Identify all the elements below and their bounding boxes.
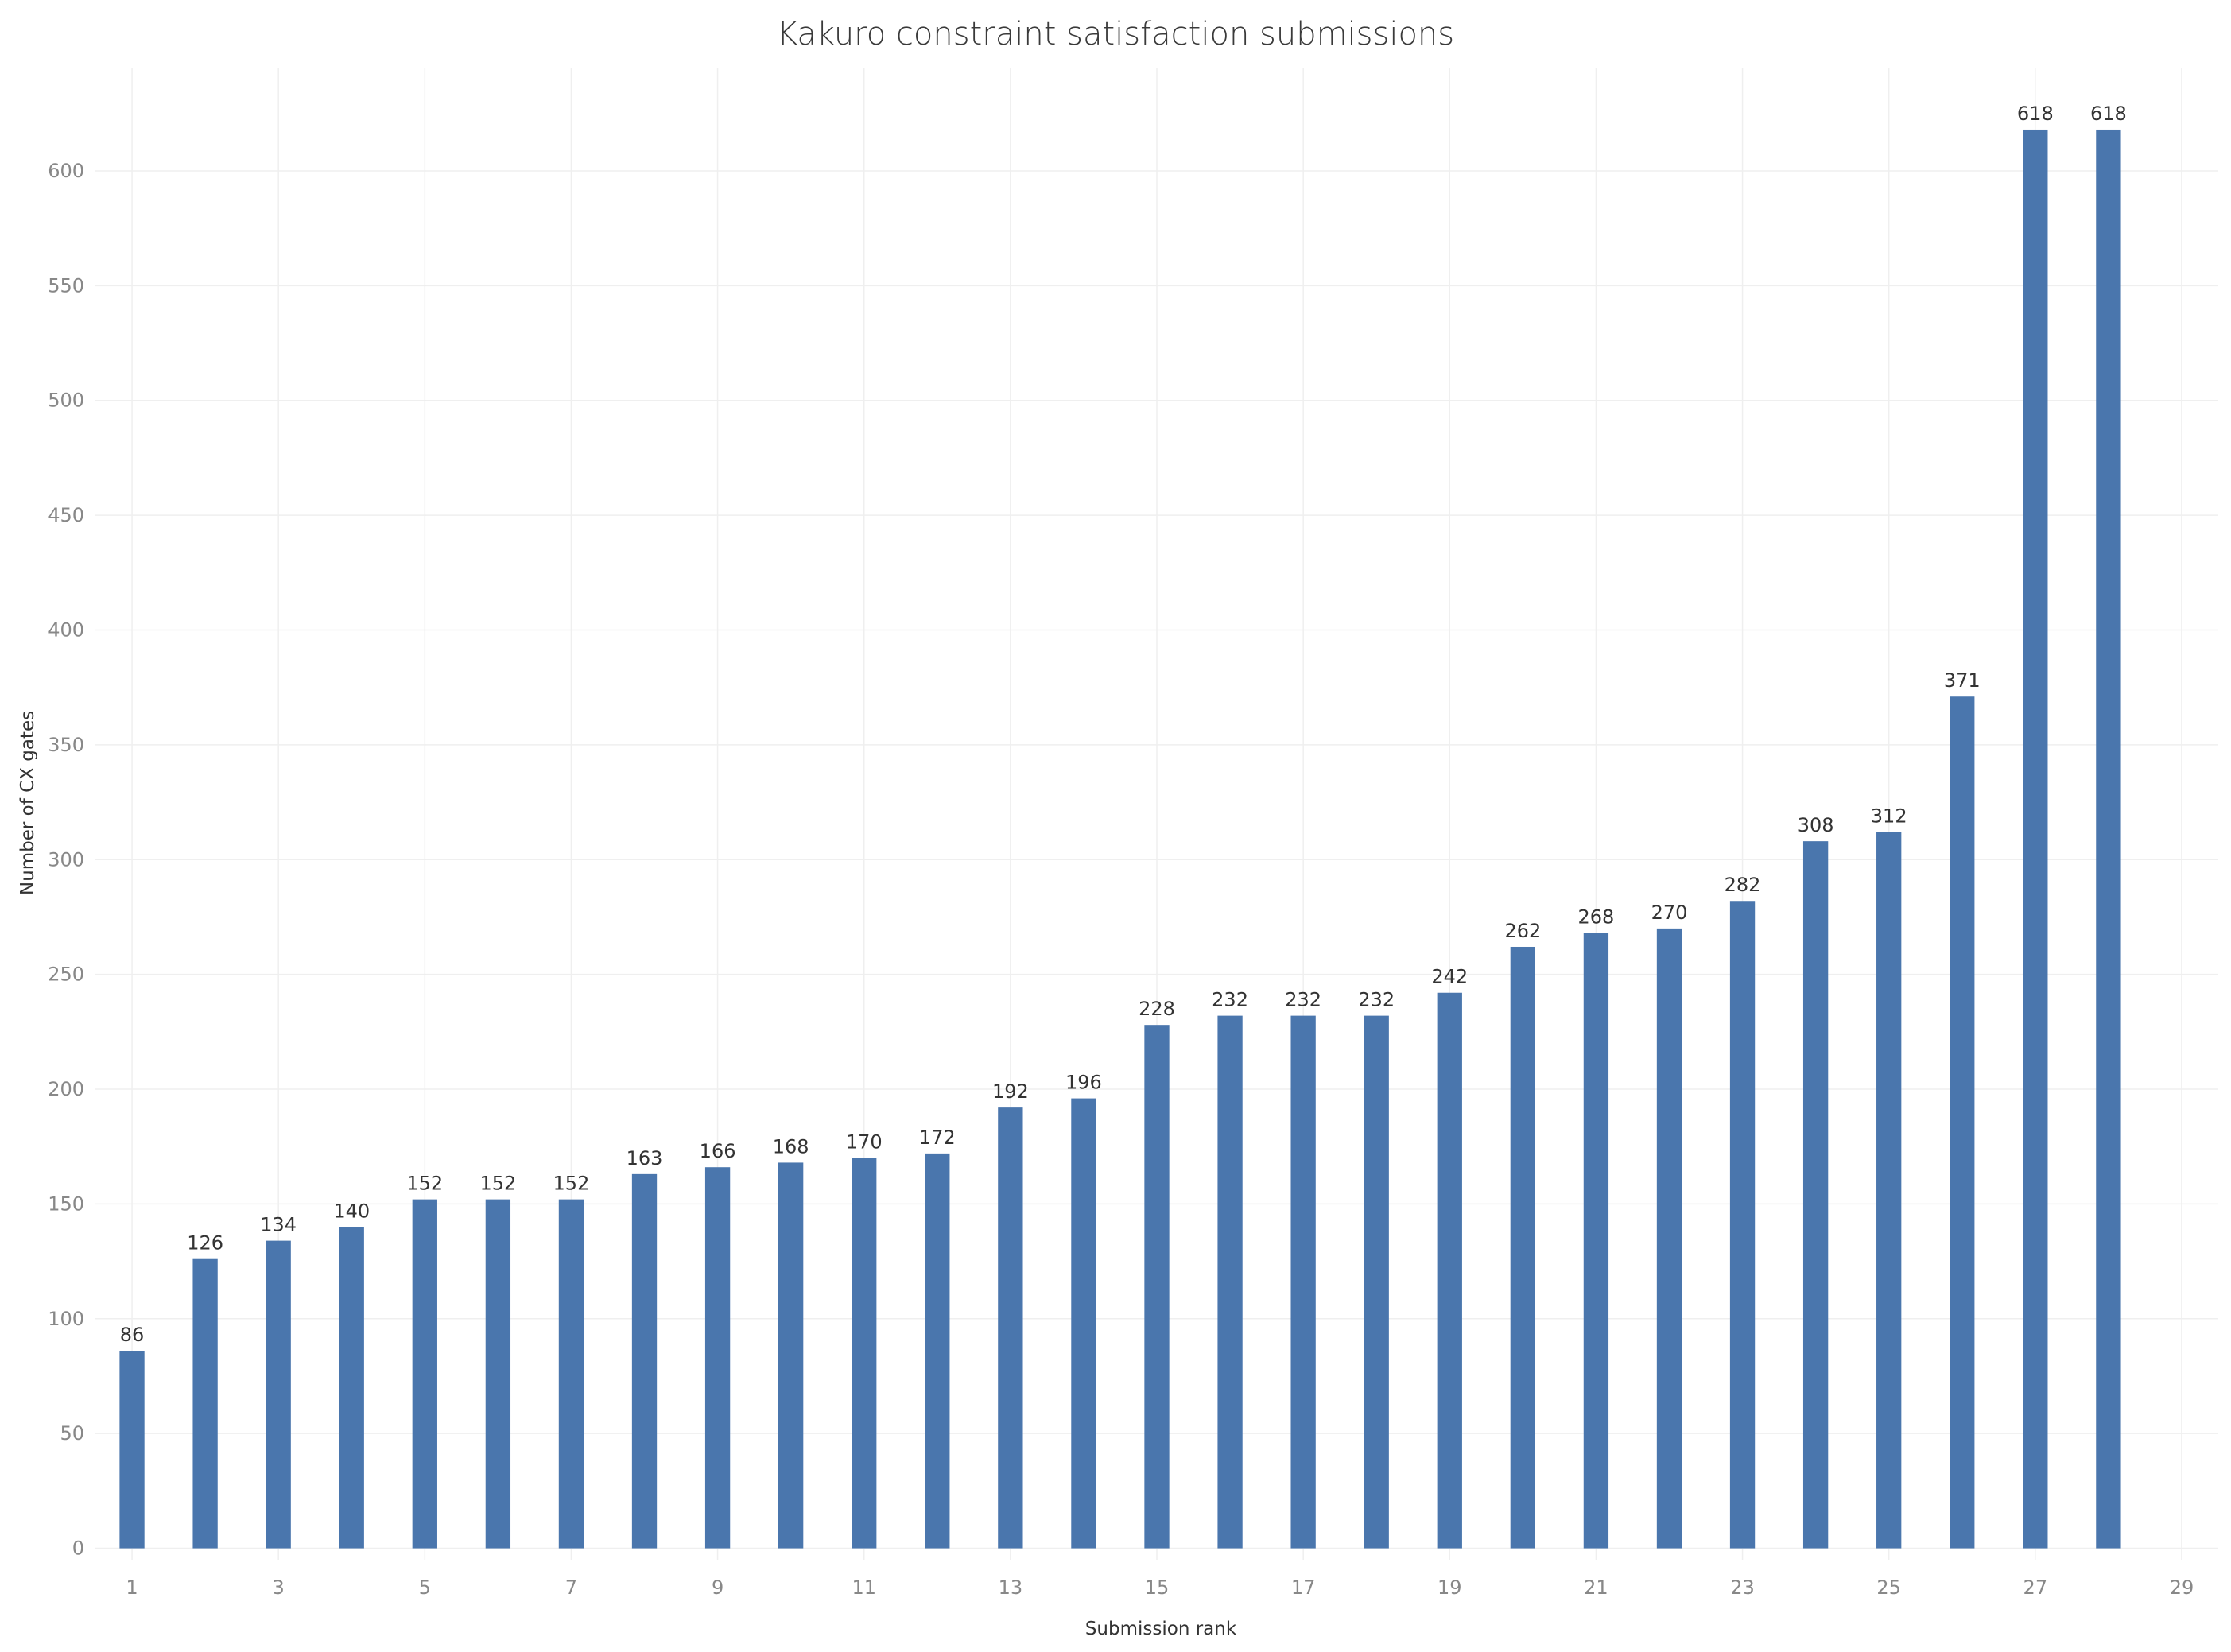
data-label-rank-25: 312 [1871,805,1907,828]
bar-rank-28 [2096,129,2121,1549]
bar-rank-23 [1729,901,1756,1549]
bar-rank-21 [1583,933,1609,1549]
data-label-rank-23: 282 [1725,874,1761,896]
x-tick-label: 21 [1584,1576,1608,1599]
y-tick-label: 0 [72,1538,84,1560]
data-label-rank-11: 170 [846,1131,883,1154]
bar-rank-12 [925,1153,950,1549]
data-label-rank-16: 232 [1212,989,1248,1011]
data-labels: 86 126 134 140 152 152 152 163 166 168 170 172 192 19… [120,103,2127,1346]
bar-rank-7 [558,1199,584,1549]
y-tick-label: 500 [48,390,84,412]
bar-rank-26 [1950,696,1975,1549]
data-label-rank-17: 232 [1285,989,1321,1011]
data-label-rank-9: 166 [700,1140,736,1162]
bar-rank-13 [998,1107,1023,1549]
bar-rank-1 [119,1351,145,1549]
y-tick-label: 450 [48,504,84,526]
x-axis-label: Submission rank [1085,1619,1237,1639]
bar-rank-3 [266,1240,291,1549]
bar-rank-8 [631,1173,658,1549]
bar-rank-10 [778,1162,804,1549]
bar-rank-2 [192,1258,218,1549]
chart-title: Kakuro constraint satisfaction submissio… [777,16,1454,52]
bar-rank-27 [2023,129,2048,1549]
x-tick-label: 5 [419,1576,431,1599]
bar-rank-4 [339,1227,364,1549]
y-tick-label: 250 [48,964,84,986]
x-tick-label: 7 [565,1576,577,1599]
data-label-rank-5: 152 [406,1173,443,1195]
x-tick-label: 25 [1876,1576,1901,1599]
y-tick-label: 550 [48,274,84,297]
data-label-rank-1: 86 [120,1324,145,1346]
data-label-rank-26: 371 [1944,669,1981,692]
data-label-rank-28: 618 [2090,103,2127,125]
bar-rank-24 [1802,841,1829,1549]
y-tick-label: 350 [48,734,84,756]
x-tick-label: 19 [1438,1576,1462,1599]
bar-rank-5 [412,1199,437,1549]
data-label-rank-8: 163 [627,1147,663,1169]
data-label-rank-15: 228 [1139,998,1175,1020]
data-label-rank-13: 192 [992,1080,1029,1103]
x-tick-label: 13 [999,1576,1023,1599]
x-tick-label: 27 [2023,1576,2048,1599]
y-tick-label: 100 [48,1308,84,1330]
data-label-rank-10: 168 [773,1135,809,1158]
y-tick-label: 200 [48,1078,84,1100]
y-tick-label: 600 [48,160,84,182]
data-label-rank-22: 270 [1651,902,1688,924]
x-tick-label: 11 [852,1576,876,1599]
bar-rank-16 [1217,1015,1243,1549]
data-label-rank-27: 618 [2017,103,2054,125]
bar-rank-11 [852,1158,877,1549]
data-label-rank-21: 268 [1578,906,1615,929]
bar-rank-17 [1290,1015,1316,1549]
bar-rank-9 [704,1167,731,1549]
y-axis-label: Number of CX gates [17,711,38,895]
x-tick-label: 1 [126,1576,138,1599]
y-tick-label: 400 [48,619,84,641]
data-label-rank-7: 152 [553,1173,590,1195]
y-tick-label: 50 [60,1422,84,1445]
y-tick-label: 300 [48,848,84,871]
x-axis-ticks: 1 3 5 7 9 11 13 15 17 19 21 23 25 27 29 [126,1576,2194,1599]
x-tick-label: 23 [1730,1576,1755,1599]
bar-rank-20 [1510,946,1535,1549]
data-label-rank-6: 152 [479,1173,516,1195]
y-axis-ticks: 0 50 100 150 200 250 300 350 400 450 500 550 600 [48,160,84,1560]
data-label-rank-14: 196 [1065,1072,1102,1094]
bar-rank-25 [1876,832,1902,1549]
data-label-rank-3: 134 [260,1214,297,1236]
bar-rank-15 [1144,1025,1170,1549]
bars [119,129,2121,1549]
x-tick-label: 15 [1145,1576,1170,1599]
data-label-rank-20: 262 [1504,920,1541,942]
bar-rank-14 [1071,1098,1096,1549]
x-tick-label: 3 [273,1576,285,1599]
bar-rank-6 [485,1199,511,1549]
bar-rank-19 [1437,992,1462,1549]
data-label-rank-12: 172 [919,1127,956,1149]
x-tick-label: 29 [2170,1576,2194,1599]
y-tick-label: 150 [48,1192,84,1215]
data-label-rank-19: 242 [1431,966,1468,988]
x-tick-label: 9 [712,1576,724,1599]
bar-rank-22 [1656,928,1682,1549]
bar-rank-18 [1364,1015,1389,1549]
data-label-rank-24: 308 [1798,814,1834,836]
x-tick-label: 17 [1291,1576,1316,1599]
data-label-rank-4: 140 [333,1200,370,1222]
data-label-rank-18: 232 [1358,989,1395,1011]
data-label-rank-2: 126 [187,1232,223,1255]
